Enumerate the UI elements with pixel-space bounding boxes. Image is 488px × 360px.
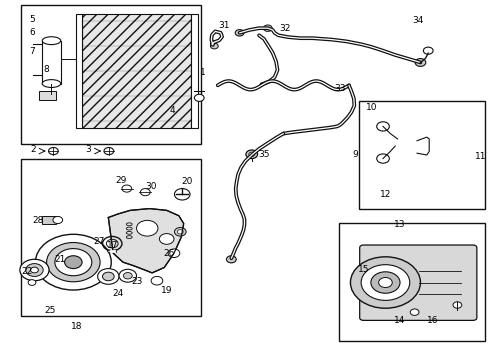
Text: 12: 12 <box>379 190 390 199</box>
Circle shape <box>136 220 158 236</box>
Circle shape <box>159 234 174 244</box>
Circle shape <box>452 302 461 308</box>
Text: 20: 20 <box>181 177 192 186</box>
Circle shape <box>194 94 203 102</box>
Text: 24: 24 <box>112 289 123 298</box>
Text: 14: 14 <box>393 315 405 324</box>
Bar <box>21 5 200 144</box>
Text: 3: 3 <box>85 145 91 154</box>
Text: 8: 8 <box>43 66 49 75</box>
Circle shape <box>370 272 399 293</box>
Bar <box>81 14 191 128</box>
Circle shape <box>361 265 409 300</box>
Text: 33: 33 <box>333 84 345 93</box>
Circle shape <box>226 256 236 263</box>
Circle shape <box>235 30 244 36</box>
Circle shape <box>123 273 132 279</box>
Polygon shape <box>108 208 183 273</box>
Circle shape <box>53 216 62 224</box>
Text: 19: 19 <box>161 285 172 294</box>
FancyBboxPatch shape <box>359 245 476 320</box>
Circle shape <box>20 259 49 281</box>
Text: 16: 16 <box>427 315 438 324</box>
Text: 25: 25 <box>44 306 56 315</box>
Circle shape <box>174 228 186 236</box>
Circle shape <box>376 122 388 131</box>
Circle shape <box>102 272 114 281</box>
Circle shape <box>26 264 43 276</box>
Text: 7: 7 <box>29 47 35 56</box>
Bar <box>42 216 56 224</box>
Circle shape <box>409 309 418 315</box>
Text: 34: 34 <box>411 16 423 25</box>
Circle shape <box>122 185 131 192</box>
Text: 9: 9 <box>352 150 357 159</box>
Bar <box>191 14 197 128</box>
Circle shape <box>98 269 119 284</box>
Text: 23: 23 <box>132 277 143 286</box>
Text: 2: 2 <box>30 145 36 154</box>
Circle shape <box>46 243 100 282</box>
Circle shape <box>119 269 136 282</box>
Circle shape <box>177 230 183 234</box>
Text: 27: 27 <box>93 237 104 246</box>
Circle shape <box>35 234 111 290</box>
Circle shape <box>104 148 113 155</box>
Circle shape <box>55 249 92 276</box>
Text: 31: 31 <box>218 21 229 30</box>
Bar <box>358 102 484 208</box>
Bar <box>21 158 200 316</box>
Bar <box>42 41 61 84</box>
Text: 17: 17 <box>106 241 118 250</box>
Circle shape <box>350 257 420 308</box>
Circle shape <box>168 249 180 257</box>
Text: 21: 21 <box>54 255 65 264</box>
Text: 22: 22 <box>21 267 32 276</box>
Text: 18: 18 <box>71 322 82 331</box>
Circle shape <box>113 250 116 253</box>
Text: 1: 1 <box>200 68 205 77</box>
Circle shape <box>140 189 150 196</box>
Circle shape <box>30 267 38 273</box>
Text: 35: 35 <box>258 150 269 159</box>
Text: 28: 28 <box>32 216 43 225</box>
Ellipse shape <box>42 37 61 45</box>
Circle shape <box>245 150 257 158</box>
Circle shape <box>376 154 388 163</box>
Text: 4: 4 <box>169 106 175 115</box>
Text: 13: 13 <box>393 220 405 229</box>
Bar <box>76 14 81 128</box>
Text: 29: 29 <box>116 176 127 185</box>
Text: 10: 10 <box>366 103 377 112</box>
Circle shape <box>28 280 36 285</box>
Text: 30: 30 <box>145 182 157 191</box>
Circle shape <box>248 152 254 157</box>
Text: 15: 15 <box>357 265 368 274</box>
Circle shape <box>423 47 432 54</box>
Text: 6: 6 <box>29 28 35 37</box>
Circle shape <box>151 276 163 285</box>
Text: 11: 11 <box>473 152 485 161</box>
Circle shape <box>378 278 391 288</box>
Circle shape <box>210 43 218 49</box>
Bar <box>39 91 56 100</box>
Circle shape <box>48 148 58 155</box>
Ellipse shape <box>42 80 61 87</box>
Bar <box>339 223 484 341</box>
Circle shape <box>414 59 425 66</box>
Circle shape <box>174 189 190 200</box>
Circle shape <box>108 250 112 253</box>
Text: 5: 5 <box>29 15 35 24</box>
Circle shape <box>64 256 82 269</box>
Text: 32: 32 <box>279 24 290 33</box>
Text: 26: 26 <box>163 249 174 258</box>
Circle shape <box>263 25 272 31</box>
